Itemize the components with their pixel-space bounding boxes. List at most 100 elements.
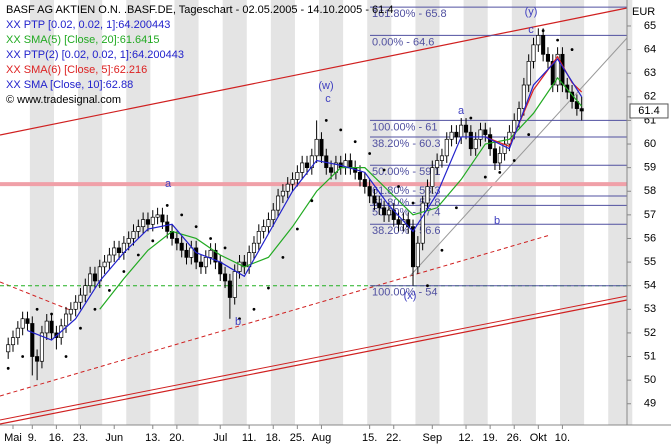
candle-body (357, 172, 363, 180)
legend-entry: XX PTP [0.02, 0.02, 1]:64.200443 (6, 19, 170, 31)
candle-body (574, 101, 579, 109)
candle-body (497, 153, 502, 164)
candle-body (488, 134, 493, 150)
y-tick-label: 59 (644, 162, 656, 174)
candle-body (444, 138, 449, 157)
dashed-trend (0, 234, 551, 397)
candle-body (136, 226, 141, 232)
last-price-box (629, 103, 669, 119)
x-tick-label: 9. (28, 432, 37, 444)
x-tick-label: 15. (362, 432, 377, 444)
candle-body (10, 337, 16, 346)
candle-body (473, 138, 478, 150)
candle-body (459, 124, 464, 138)
ptp-dot (252, 307, 256, 311)
candle-body (88, 273, 93, 287)
candle-body (290, 179, 295, 185)
ptp-dot (21, 355, 25, 358)
candle-body (141, 219, 146, 228)
candle-body (420, 202, 425, 244)
candle-body (15, 327, 20, 338)
candle-body (271, 209, 276, 220)
y-tick-label: 56 (644, 232, 656, 244)
candle-body (521, 84, 526, 109)
candle-body (435, 160, 440, 168)
candle-body (237, 261, 242, 272)
ptp-dot (483, 175, 487, 179)
x-tick-label: 12. (458, 432, 473, 444)
x-tick-label: 20. (169, 432, 184, 444)
x-tick-label: Mai (4, 432, 22, 444)
candle-body (555, 53, 560, 86)
candle-body (266, 219, 271, 228)
gray-trend (409, 37, 628, 277)
ptp-dot (209, 237, 213, 240)
wave-label: b (494, 215, 500, 227)
ptp-dot (541, 29, 545, 33)
x-tick-label: Okt (530, 432, 547, 444)
wave-label: (w) (318, 80, 333, 92)
ptp-dot (498, 170, 502, 174)
wave-label: b (235, 316, 241, 328)
y-tick-label: 58 (644, 185, 656, 197)
x-tick-label: Jul (213, 432, 227, 444)
candle-body (179, 242, 184, 251)
candle-body (184, 249, 189, 258)
candle-body (63, 313, 69, 327)
wave-label: c (528, 24, 534, 36)
ptp-dot (35, 307, 39, 311)
candle-body (463, 124, 469, 133)
y-tick-label: 51 (644, 350, 656, 362)
x-tick-label: 13. (145, 432, 160, 444)
ptp-dot (454, 206, 458, 210)
x-tick-label: 11. (242, 432, 256, 444)
ptp-dot (107, 289, 111, 292)
y-tick-label: 54 (644, 280, 656, 292)
candle-body (126, 238, 131, 244)
x-tick-label: 16. (49, 432, 64, 444)
candle-body (531, 44, 536, 62)
ptp-dot (310, 199, 314, 203)
ptp-dot (267, 286, 270, 290)
candle-body (396, 219, 401, 225)
ptp-dot (136, 253, 140, 257)
stripe (126, 0, 151, 425)
candle-body (329, 167, 334, 173)
candle-body (362, 179, 367, 187)
y-tick-label: 52 (644, 327, 656, 339)
candle-body (68, 308, 73, 315)
channel-upper (0, 7, 628, 136)
candle-body (261, 226, 266, 232)
legend-entry: XX PTP(2) [0.02, 0.02, 1]:64.200443 (6, 49, 184, 61)
ptp-dot (512, 159, 516, 162)
ptp-dot (79, 326, 82, 330)
candle-body (449, 131, 454, 140)
candle-body (285, 183, 290, 192)
ptp-dot (295, 227, 299, 231)
candle-body (348, 160, 353, 168)
candle-body (78, 294, 83, 303)
x-tick-label: Jun (105, 432, 123, 444)
candle-body (579, 108, 584, 112)
currency-label: EUR (632, 6, 655, 18)
ptp-dot (440, 248, 444, 252)
wave-label: c (325, 93, 331, 105)
ptp-dot (165, 204, 169, 207)
y-tick-label: 64 (644, 43, 656, 55)
candle-body (517, 108, 522, 121)
ptp-dot (527, 133, 531, 136)
candle-body (49, 320, 54, 334)
candle-body (117, 247, 122, 253)
y-tick-label: 49 (644, 398, 656, 410)
ptp-dot (93, 307, 97, 311)
candle-body (83, 285, 88, 296)
candle-body (150, 216, 155, 225)
candle-body (319, 138, 324, 157)
candle-body (218, 261, 223, 275)
candle-body (295, 172, 300, 180)
ptp-dot (64, 355, 68, 358)
y-tick-label: 62 (644, 91, 656, 103)
y-tick-label: 57 (644, 209, 656, 221)
ptp-dot (194, 225, 198, 229)
